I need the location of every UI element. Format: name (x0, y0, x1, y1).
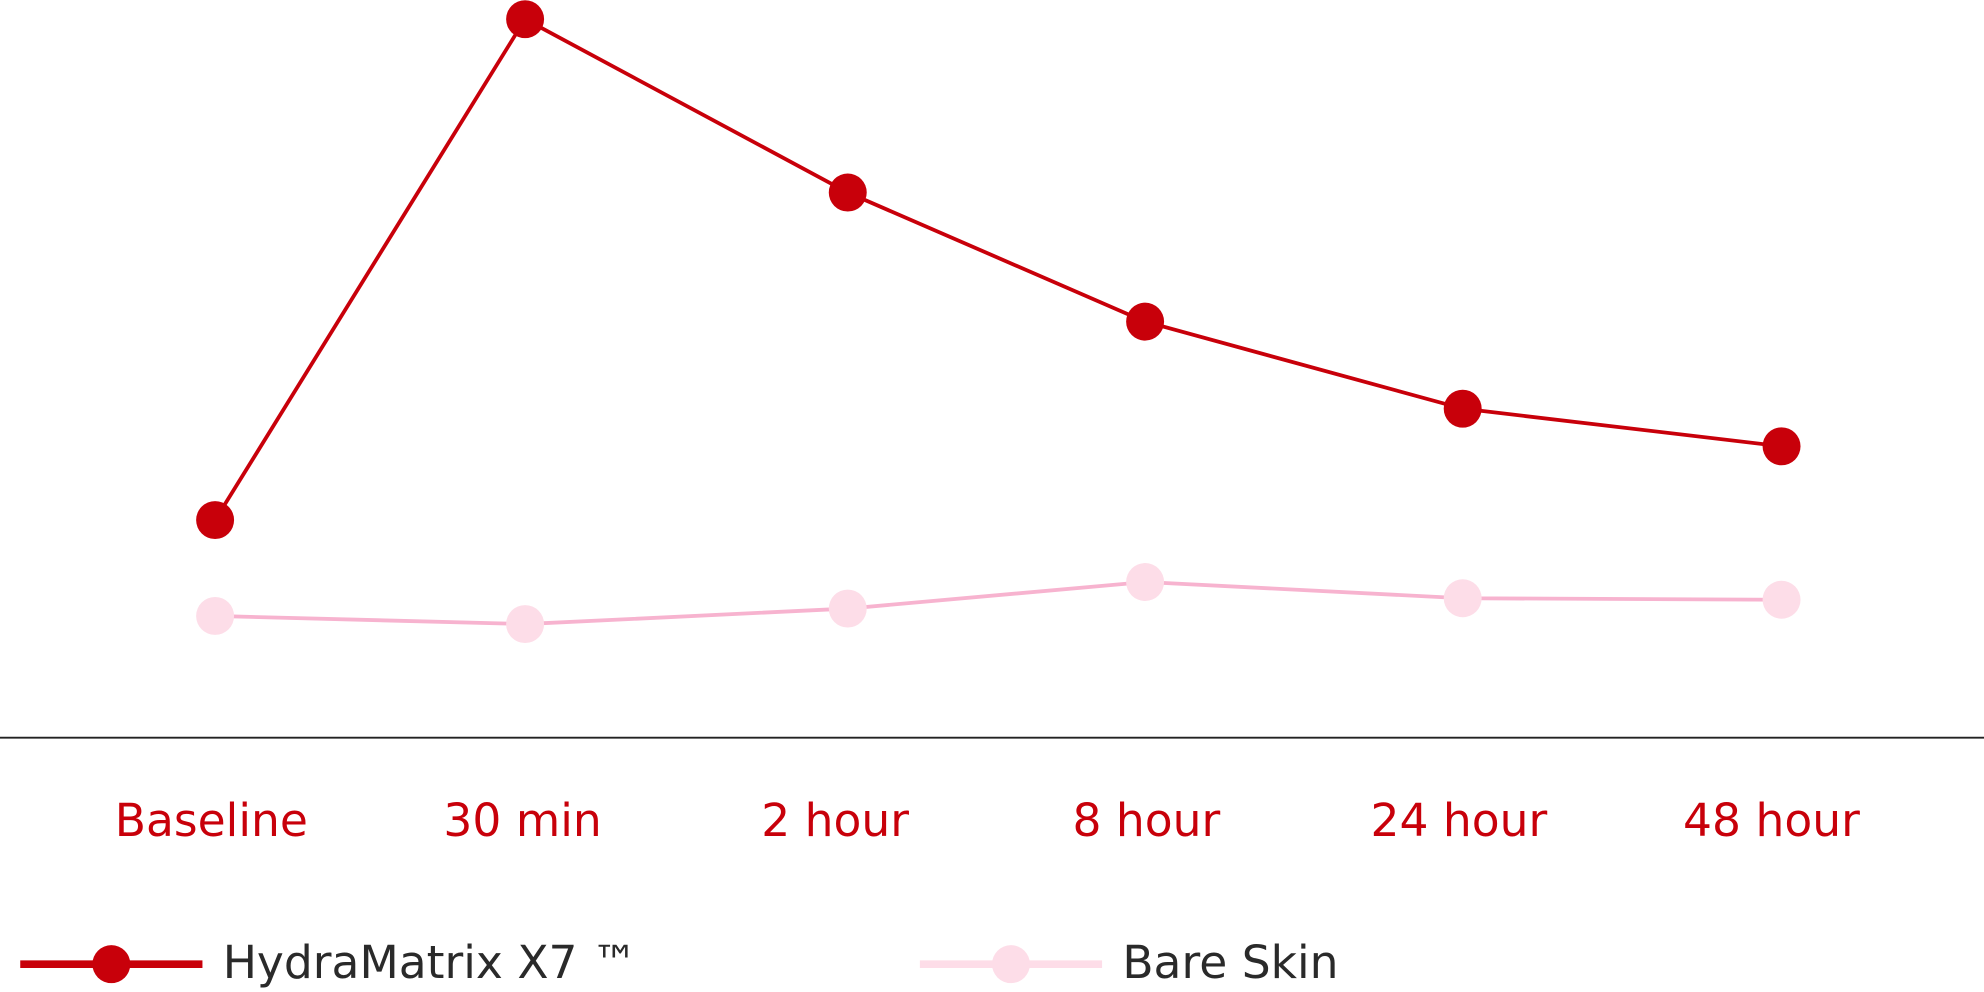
point (196, 501, 235, 540)
x-tick-label: 48 hour (1683, 794, 1860, 847)
legend-label: Bare Skin (1122, 936, 1338, 989)
point (1762, 427, 1801, 466)
legend-marker (92, 945, 131, 984)
series-line (215, 580, 1782, 626)
x-tick-label: 30 min (443, 794, 601, 847)
point (1762, 580, 1801, 619)
x-tick-label: Baseline (115, 794, 308, 847)
x-tick-label: 24 hour (1371, 794, 1548, 847)
point (1443, 389, 1482, 428)
legend-marker (992, 945, 1030, 984)
x-tick-label: 8 hour (1072, 794, 1220, 847)
point (828, 173, 867, 212)
x-tick-label: 2 hour (761, 794, 909, 847)
legend-label: HydraMatrix X7 ™ (223, 936, 638, 989)
point (828, 589, 867, 628)
point (1443, 579, 1482, 618)
point (506, 605, 545, 644)
point (1126, 563, 1165, 602)
point (196, 596, 235, 635)
point (1126, 302, 1165, 341)
point (506, 0, 545, 39)
series-line (213, 16, 1782, 522)
